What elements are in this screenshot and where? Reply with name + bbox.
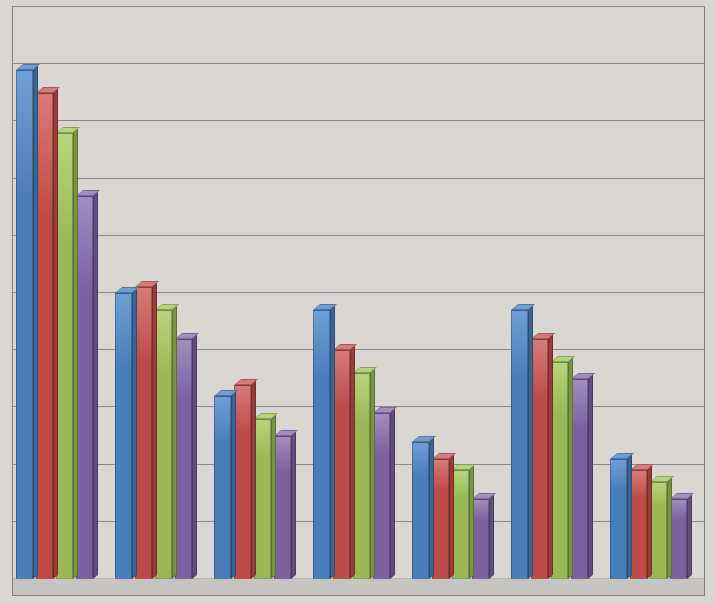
bar [670, 499, 687, 579]
bar-group [511, 7, 610, 579]
bar [472, 499, 489, 579]
bar [234, 385, 251, 579]
bar [76, 196, 93, 579]
bar [214, 396, 231, 579]
bar [175, 339, 192, 579]
bar [333, 350, 350, 579]
bar [412, 442, 429, 579]
bar [610, 459, 627, 579]
bar [511, 310, 528, 579]
bar [56, 133, 73, 579]
bars-container [13, 7, 704, 579]
bar-group [214, 7, 313, 579]
bar [135, 287, 152, 579]
bar-group [610, 7, 709, 579]
bar [531, 339, 548, 579]
bar-group [313, 7, 412, 579]
bar [571, 379, 588, 579]
bar [432, 459, 449, 579]
bar [16, 70, 33, 579]
bar [373, 413, 390, 579]
bar-group [16, 7, 115, 579]
bar [313, 310, 330, 579]
bar [274, 436, 291, 579]
bar [353, 373, 370, 579]
bar [115, 293, 132, 579]
chart-canvas [0, 0, 715, 604]
bar-group [115, 7, 214, 579]
bar [155, 310, 172, 579]
chart-floor [13, 578, 704, 595]
bar [452, 470, 469, 579]
bar [551, 362, 568, 579]
bar [36, 93, 53, 579]
bar [650, 482, 667, 579]
bar-group [412, 7, 511, 579]
bar [630, 470, 647, 579]
bar [254, 419, 271, 579]
plot-area [12, 6, 705, 596]
